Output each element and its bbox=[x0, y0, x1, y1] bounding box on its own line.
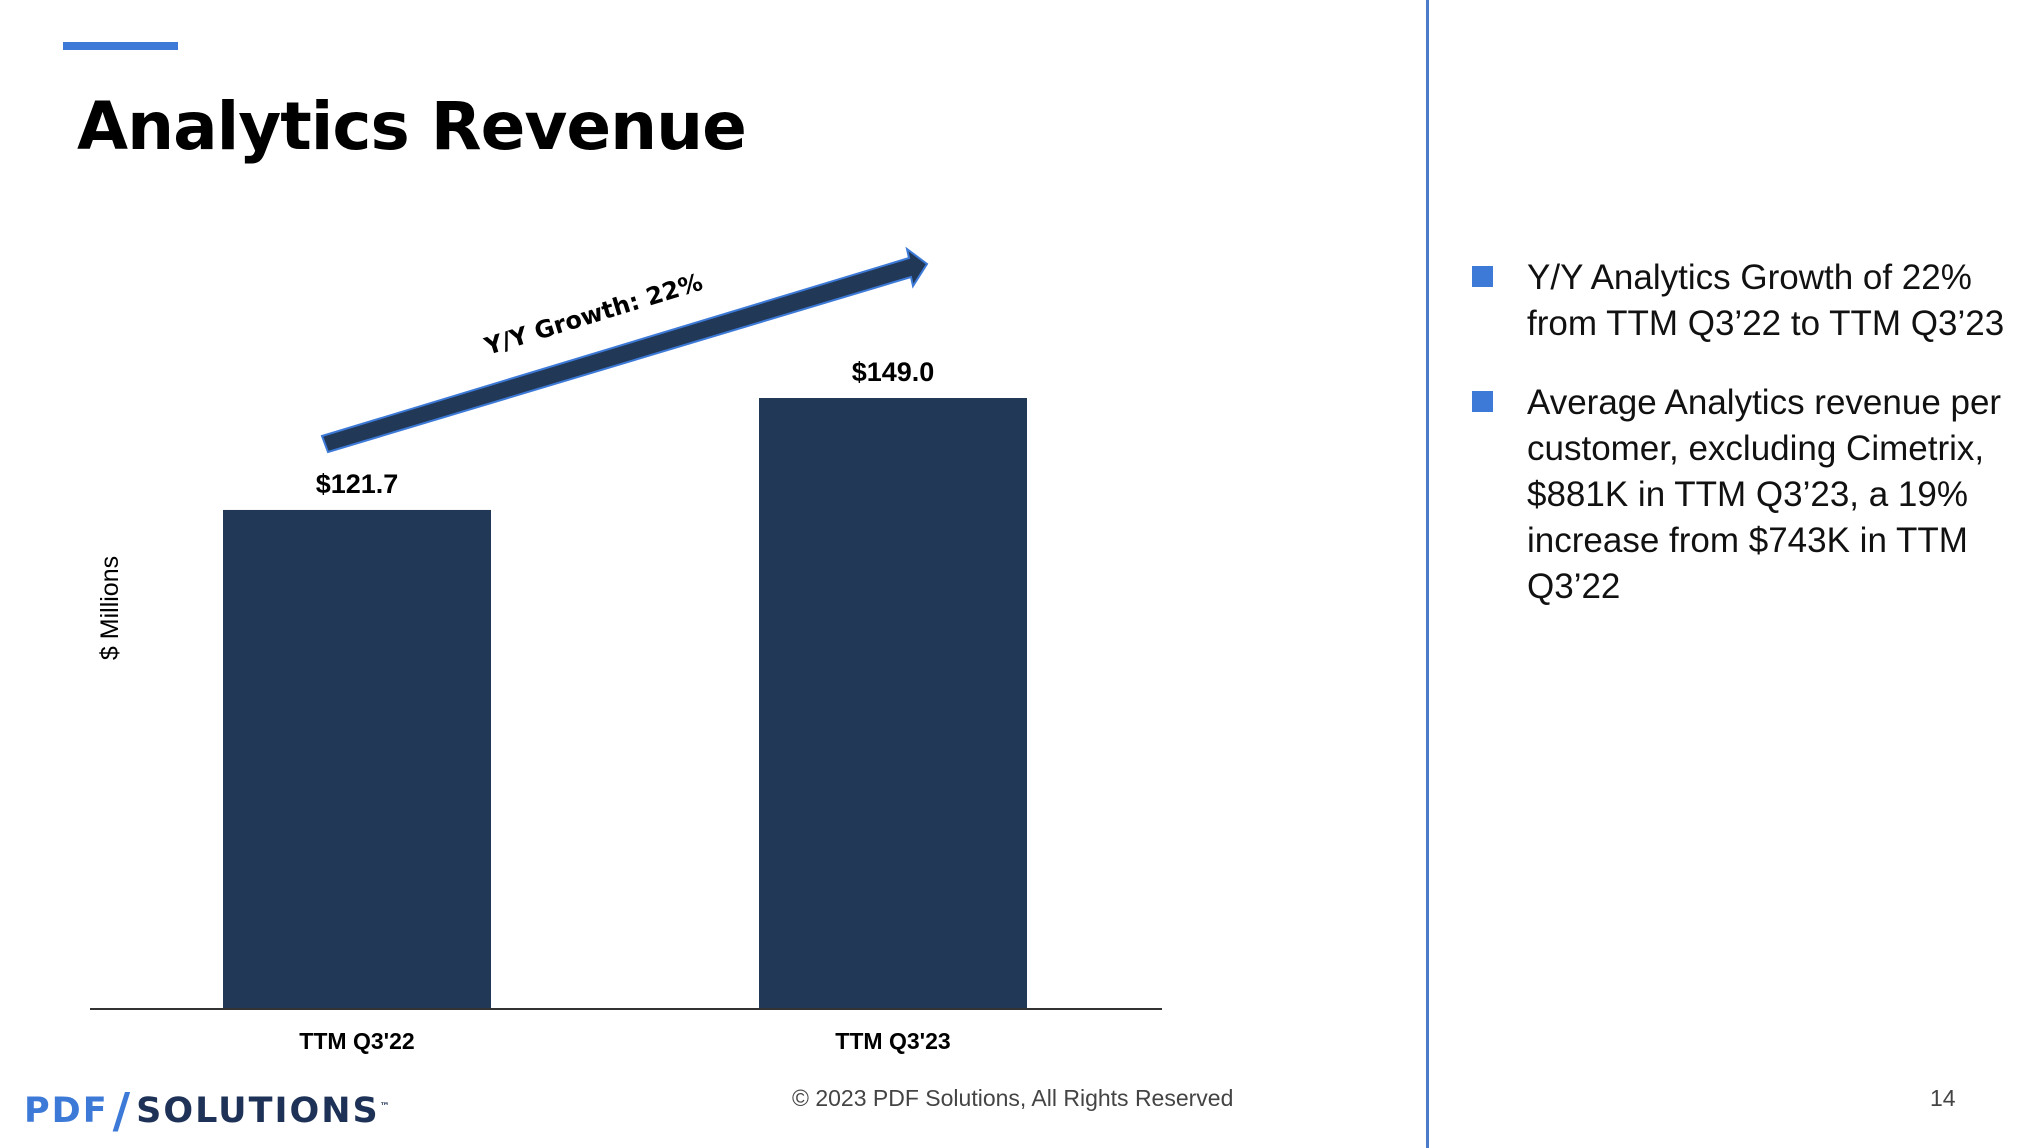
bar-2 bbox=[759, 398, 1027, 1009]
logo-slash-icon: / bbox=[112, 1083, 133, 1139]
logo-solutions-text: SOLUTIONS bbox=[136, 1091, 380, 1131]
x-tick-label-2: TTM Q3'23 bbox=[835, 1028, 950, 1054]
data-label-1: $121.7 bbox=[316, 469, 399, 499]
x-tick-label-1: TTM Q3'22 bbox=[299, 1028, 414, 1054]
vertical-divider bbox=[1426, 0, 1429, 1148]
copyright-text: © 2023 PDF Solutions, All Rights Reserve… bbox=[792, 1085, 1234, 1111]
logo-trademark: ™ bbox=[379, 1101, 390, 1113]
data-label-2: $149.0 bbox=[852, 357, 935, 387]
bars-group: $121.7 TTM Q3'22 $149.0 TTM Q3'23 bbox=[223, 357, 1027, 1054]
y-axis-label: $ Millions bbox=[96, 556, 124, 660]
square-bullet-icon bbox=[1472, 266, 1493, 287]
page-number: 14 bbox=[1930, 1085, 1956, 1111]
bullet-list: Y/Y Analytics Growth of 22% from TTM Q3’… bbox=[1472, 255, 2032, 643]
bullet-text: Y/Y Analytics Growth of 22% from TTM Q3’… bbox=[1527, 258, 2005, 343]
bullet-item: Average Analytics revenue per customer, … bbox=[1472, 380, 2032, 610]
growth-arrow bbox=[320, 246, 929, 454]
square-bullet-icon bbox=[1472, 391, 1493, 412]
bullet-item: Y/Y Analytics Growth of 22% from TTM Q3’… bbox=[1472, 255, 2032, 347]
logo-pdf-text: PDF bbox=[24, 1091, 109, 1131]
page-title: Analytics Revenue bbox=[77, 88, 747, 165]
bar-1 bbox=[223, 509, 491, 1009]
company-logo: PDF/SOLUTIONS™ bbox=[24, 1078, 390, 1139]
bullet-text: Average Analytics revenue per customer, … bbox=[1527, 383, 2002, 606]
title-accent-bar bbox=[63, 42, 178, 50]
revenue-bar-chart: $ Millions $121.7 TTM Q3'22 $149.0 TTM Q3'2… bbox=[90, 246, 1162, 1054]
